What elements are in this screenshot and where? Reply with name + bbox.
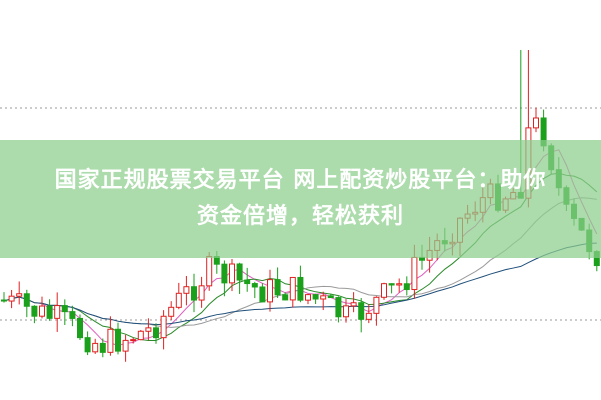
candle-body: [8, 295, 15, 302]
candle-body: [84, 337, 91, 353]
candle-body: [244, 279, 251, 285]
candle-body: [107, 328, 114, 353]
candle-body: [267, 279, 273, 303]
candle-body: [31, 305, 38, 317]
candle-body: [381, 283, 387, 298]
moving-average: [3, 242, 597, 326]
candle-body: [183, 286, 190, 294]
candle-body: [191, 286, 197, 301]
candle-body: [115, 328, 121, 352]
candle-body: [99, 342, 106, 353]
candle-body: [1, 299, 7, 302]
candle-body: [282, 294, 289, 301]
candle-body: [411, 256, 418, 291]
candle-body: [16, 293, 23, 297]
banner: 国家正规股票交易平台 网上配资炒股平台：助你 资金倍增，轻松获利: [0, 140, 601, 258]
candle-body: [274, 279, 281, 296]
candle-body: [160, 315, 167, 339]
candle-body: [320, 295, 327, 300]
candle-body: [335, 297, 342, 318]
candle-body: [289, 276, 296, 301]
candle-body: [168, 306, 175, 317]
candle-body: [259, 286, 266, 303]
banner-line: 国家正规股票交易平台 网上配资炒股平台：助你: [54, 168, 547, 193]
candle-body: [23, 293, 30, 307]
candle-body: [373, 296, 380, 314]
candle-body: [122, 339, 129, 352]
candle-body: [350, 302, 357, 307]
candle-body: [343, 305, 349, 318]
candle-body: [236, 263, 243, 281]
candle-body: [312, 294, 319, 300]
candle-body: [46, 305, 53, 319]
candle-body: [61, 305, 68, 313]
candle-body: [198, 285, 205, 301]
candle-body: [130, 339, 137, 342]
candle-body: [297, 276, 304, 301]
banner-line: 资金倍增，轻松获利: [196, 204, 404, 229]
candle-body: [327, 295, 334, 299]
candle-body: [206, 256, 213, 287]
candle-body: [388, 283, 395, 286]
candle-body: [39, 305, 45, 317]
candle-body: [533, 117, 539, 129]
candle-body: [153, 327, 159, 339]
candle-body: [403, 283, 410, 291]
candle-body: [54, 305, 61, 319]
candle-body: [137, 330, 144, 341]
candle-body: [358, 302, 365, 320]
candle-body: [229, 263, 235, 284]
candle-body: [145, 327, 152, 332]
candle-body: [221, 263, 228, 284]
candle-body: [92, 342, 99, 353]
candle-body: [69, 311, 76, 319]
candle-body: [175, 292, 182, 308]
candle-body: [396, 283, 403, 286]
candle-body: [365, 312, 372, 320]
candle-body: [305, 294, 311, 301]
candle-body: [77, 317, 83, 339]
candle-body: [251, 283, 258, 288]
